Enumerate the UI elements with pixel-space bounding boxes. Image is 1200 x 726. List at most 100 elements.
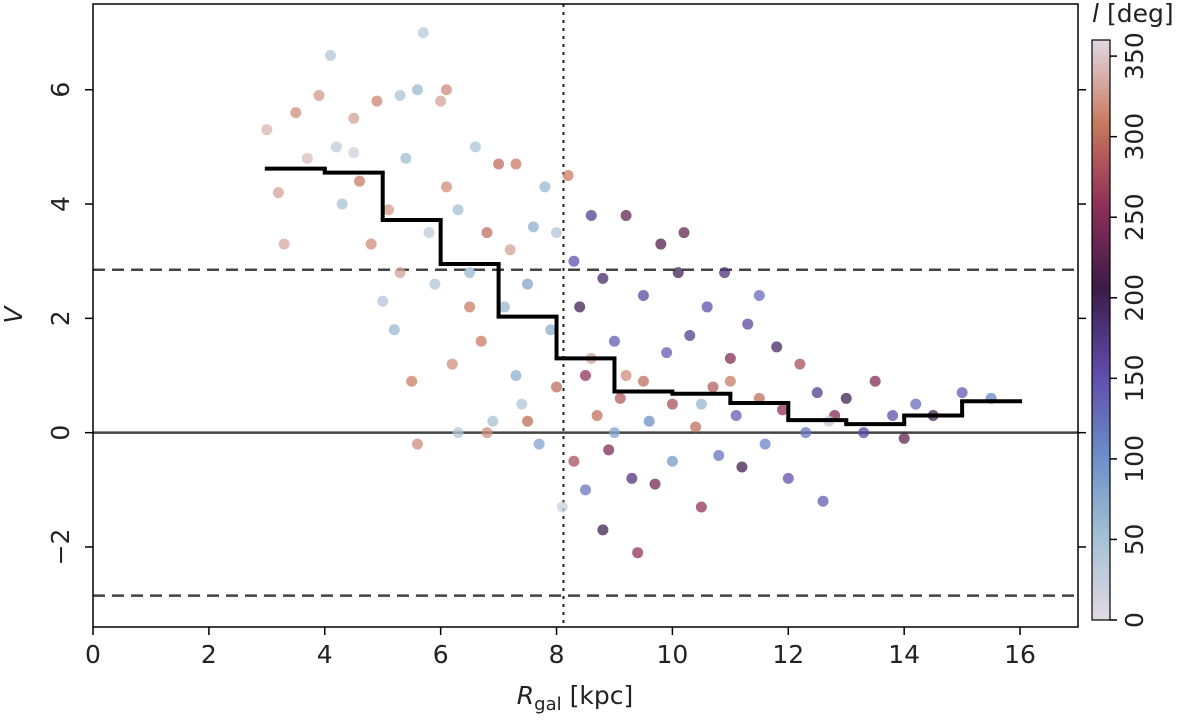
point [348, 147, 360, 159]
point [580, 484, 591, 496]
point [858, 427, 870, 439]
point [898, 432, 910, 444]
x-tick-label: 14 [888, 640, 920, 669]
colorbar-tick-label: 0 [1120, 612, 1149, 628]
x-label-unit: [kpc] [570, 681, 634, 710]
y-tick-label: 6 [46, 82, 75, 98]
point [568, 255, 580, 267]
point [811, 387, 823, 399]
x-tick-label: 2 [201, 640, 217, 669]
y-tick-label: 4 [46, 196, 75, 212]
point [336, 198, 348, 210]
point [782, 472, 794, 484]
point [522, 415, 534, 427]
point [533, 438, 545, 450]
point [655, 238, 667, 250]
point [377, 295, 389, 307]
point [400, 152, 412, 164]
point [603, 444, 615, 456]
point [423, 227, 435, 239]
point [672, 267, 684, 279]
point [707, 381, 719, 393]
point [510, 370, 522, 382]
point [713, 450, 725, 462]
point [504, 244, 516, 256]
colorbar-unit: [deg] [1107, 0, 1174, 28]
point [493, 158, 505, 170]
colorbar-tick-label: 300 [1120, 113, 1149, 161]
point [632, 547, 644, 559]
point [522, 278, 534, 290]
point [597, 272, 609, 284]
point [290, 107, 302, 119]
point [475, 335, 487, 347]
point [695, 398, 707, 410]
point [551, 227, 563, 239]
point [325, 49, 337, 61]
point [684, 330, 696, 342]
y-tick-label: 0 [46, 425, 75, 441]
point [556, 501, 568, 513]
point [388, 324, 400, 336]
point [301, 152, 313, 164]
point [539, 181, 551, 193]
point [551, 381, 563, 393]
x-label-symbol: R [517, 681, 534, 710]
x-label-subscript: gal [534, 694, 561, 715]
point [626, 472, 638, 484]
x-tick-label: 8 [549, 640, 565, 669]
point [759, 438, 771, 450]
point [649, 478, 661, 490]
colorbar-tick-label: 100 [1120, 435, 1149, 483]
point [371, 95, 383, 107]
point [394, 267, 406, 279]
y-tick-label: −2 [46, 529, 75, 566]
point [562, 169, 574, 181]
point [956, 387, 968, 399]
point [452, 204, 464, 216]
point [817, 495, 829, 507]
point [614, 392, 626, 404]
point [637, 375, 649, 387]
point [464, 267, 476, 279]
point [429, 278, 441, 290]
point [516, 398, 528, 410]
x-axis-label: Rgal [kpc] [517, 681, 633, 715]
point [498, 301, 510, 313]
colorbar-tick-label: 150 [1120, 354, 1149, 402]
point [510, 158, 522, 170]
point [620, 209, 632, 221]
y-axis-label: V [0, 305, 28, 324]
point [411, 438, 423, 450]
point [411, 84, 423, 96]
point [771, 341, 783, 353]
colorbar [1091, 39, 1111, 621]
point [666, 455, 678, 467]
point [724, 375, 736, 387]
point [719, 267, 731, 279]
point [690, 421, 702, 433]
point [736, 461, 748, 473]
point [724, 352, 736, 364]
point [354, 175, 366, 187]
colorbar-label: l [deg] [1092, 0, 1174, 28]
point [910, 398, 922, 410]
point [794, 358, 806, 370]
point [446, 358, 458, 370]
point [608, 427, 620, 439]
point [591, 410, 603, 422]
x-tick-label: 4 [317, 640, 333, 669]
x-tick-label: 0 [85, 640, 101, 669]
point [406, 375, 418, 387]
point [643, 415, 655, 427]
point [464, 301, 476, 313]
point [527, 221, 539, 233]
point [887, 410, 899, 422]
point [440, 181, 452, 193]
colorbar-tick-label: 350 [1120, 32, 1149, 80]
point [800, 427, 812, 439]
point [545, 324, 557, 336]
point [777, 404, 788, 416]
plot-frame [92, 3, 1079, 628]
x-tick-label: 16 [1004, 640, 1036, 669]
